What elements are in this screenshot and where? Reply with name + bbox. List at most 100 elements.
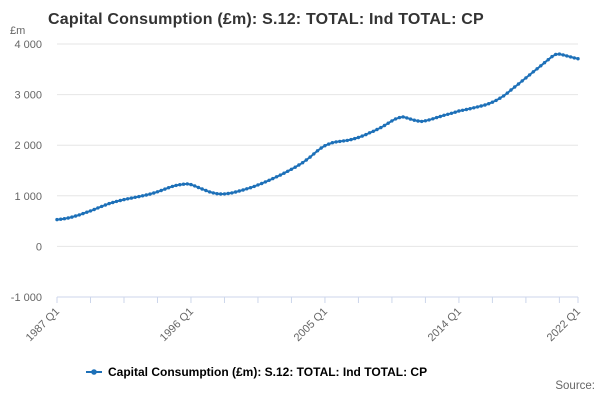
data-point-marker[interactable] — [70, 215, 74, 219]
data-point-marker[interactable] — [233, 190, 238, 194]
data-point-marker[interactable] — [118, 198, 123, 203]
data-point-marker[interactable] — [245, 187, 249, 191]
series-capital-consumption[interactable] — [55, 52, 580, 222]
data-point-marker[interactable] — [181, 182, 186, 186]
data-point-marker[interactable] — [159, 188, 163, 193]
data-point-marker[interactable] — [382, 123, 387, 128]
data-point-marker[interactable] — [133, 195, 137, 199]
data-point-marker[interactable] — [572, 56, 576, 60]
data-point-marker[interactable] — [282, 171, 286, 175]
data-point-marker[interactable] — [100, 204, 104, 209]
data-point-marker[interactable] — [516, 82, 521, 86]
data-point-marker[interactable] — [304, 158, 308, 162]
data-point-marker[interactable] — [293, 165, 297, 169]
data-point-marker[interactable] — [140, 194, 145, 198]
data-point-marker[interactable] — [375, 127, 379, 132]
data-point-marker[interactable] — [59, 217, 63, 221]
data-point-marker[interactable] — [472, 106, 476, 110]
data-point-marker[interactable] — [460, 108, 465, 113]
data-point-marker[interactable] — [289, 167, 294, 171]
data-point-marker[interactable] — [92, 207, 96, 212]
data-point-marker[interactable] — [215, 192, 219, 196]
data-point-marker[interactable] — [397, 115, 402, 120]
data-point-marker[interactable] — [126, 197, 130, 201]
data-point-marker[interactable] — [345, 138, 349, 143]
data-point-marker[interactable] — [501, 94, 506, 98]
data-point-marker[interactable] — [353, 136, 357, 141]
data-point-marker[interactable] — [85, 210, 89, 214]
data-point-marker[interactable] — [550, 54, 554, 59]
data-point-marker[interactable] — [561, 53, 565, 57]
data-point-marker[interactable] — [565, 54, 569, 58]
data-point-marker[interactable] — [166, 186, 171, 190]
data-point-marker[interactable] — [73, 214, 78, 218]
data-point-marker[interactable] — [323, 144, 327, 148]
data-point-marker[interactable] — [438, 114, 442, 119]
data-point-marker[interactable] — [420, 119, 424, 124]
data-point-marker[interactable] — [137, 194, 141, 199]
data-point-marker[interactable] — [312, 152, 316, 156]
data-point-marker[interactable] — [271, 176, 275, 181]
data-point-marker[interactable] — [408, 117, 413, 121]
data-point-marker[interactable] — [535, 67, 539, 71]
data-point-marker[interactable] — [219, 192, 223, 196]
data-point-marker[interactable] — [483, 103, 487, 107]
data-point-marker[interactable] — [230, 191, 234, 195]
data-point-marker[interactable] — [260, 181, 264, 186]
data-point-marker[interactable] — [315, 149, 320, 153]
data-point-marker[interactable] — [412, 118, 416, 122]
data-point-marker[interactable] — [107, 201, 111, 206]
data-point-marker[interactable] — [297, 163, 301, 167]
data-point-marker[interactable] — [300, 161, 305, 165]
data-point-marker[interactable] — [475, 105, 480, 109]
data-point-marker[interactable] — [122, 197, 126, 202]
data-point-marker[interactable] — [520, 79, 524, 83]
data-point-marker[interactable] — [263, 180, 268, 184]
data-point-marker[interactable] — [327, 142, 331, 146]
data-point-marker[interactable] — [334, 140, 338, 144]
data-point-marker[interactable] — [256, 183, 260, 187]
data-point-marker[interactable] — [446, 112, 450, 117]
data-point-marker[interactable] — [416, 119, 420, 123]
data-point-marker[interactable] — [479, 104, 483, 108]
data-point-marker[interactable] — [174, 183, 178, 188]
data-point-marker[interactable] — [252, 184, 256, 189]
data-point-marker[interactable] — [468, 107, 472, 111]
data-point-marker[interactable] — [185, 182, 189, 186]
data-point-marker[interactable] — [423, 119, 428, 123]
data-point-marker[interactable] — [390, 119, 394, 123]
data-point-marker[interactable] — [111, 200, 115, 205]
data-point-marker[interactable] — [237, 189, 241, 193]
data-point-marker[interactable] — [449, 111, 454, 116]
data-point-marker[interactable] — [55, 217, 59, 222]
data-point-marker[interactable] — [386, 121, 390, 125]
data-point-marker[interactable] — [457, 109, 461, 113]
data-point-marker[interactable] — [431, 117, 435, 121]
data-point-marker[interactable] — [81, 211, 85, 216]
data-point-marker[interactable] — [96, 206, 100, 210]
data-point-marker[interactable] — [330, 141, 335, 145]
data-point-marker[interactable] — [554, 52, 558, 57]
data-point-marker[interactable] — [211, 191, 215, 195]
data-point-marker[interactable] — [152, 191, 156, 195]
data-point-marker[interactable] — [278, 173, 282, 177]
legend-item[interactable]: Capital Consumption (£m): S.12: TOTAL: I… — [86, 365, 427, 379]
data-point-marker[interactable] — [144, 193, 148, 197]
data-point-marker[interactable] — [222, 192, 227, 196]
data-point-marker[interactable] — [178, 183, 182, 187]
data-point-marker[interactable] — [379, 125, 383, 130]
data-point-marker[interactable] — [338, 139, 342, 144]
data-point-marker[interactable] — [542, 61, 547, 65]
data-point-marker[interactable] — [513, 85, 517, 89]
data-point-marker[interactable] — [546, 58, 550, 62]
data-point-marker[interactable] — [200, 187, 204, 191]
data-point-marker[interactable] — [88, 209, 93, 213]
data-point-marker[interactable] — [524, 76, 528, 80]
data-point-marker[interactable] — [148, 192, 152, 196]
data-point-marker[interactable] — [442, 113, 446, 118]
data-point-marker[interactable] — [539, 64, 543, 68]
data-point-marker[interactable] — [494, 98, 498, 103]
data-point-marker[interactable] — [62, 217, 67, 221]
data-point-marker[interactable] — [226, 191, 230, 196]
data-point-marker[interactable] — [319, 146, 323, 150]
